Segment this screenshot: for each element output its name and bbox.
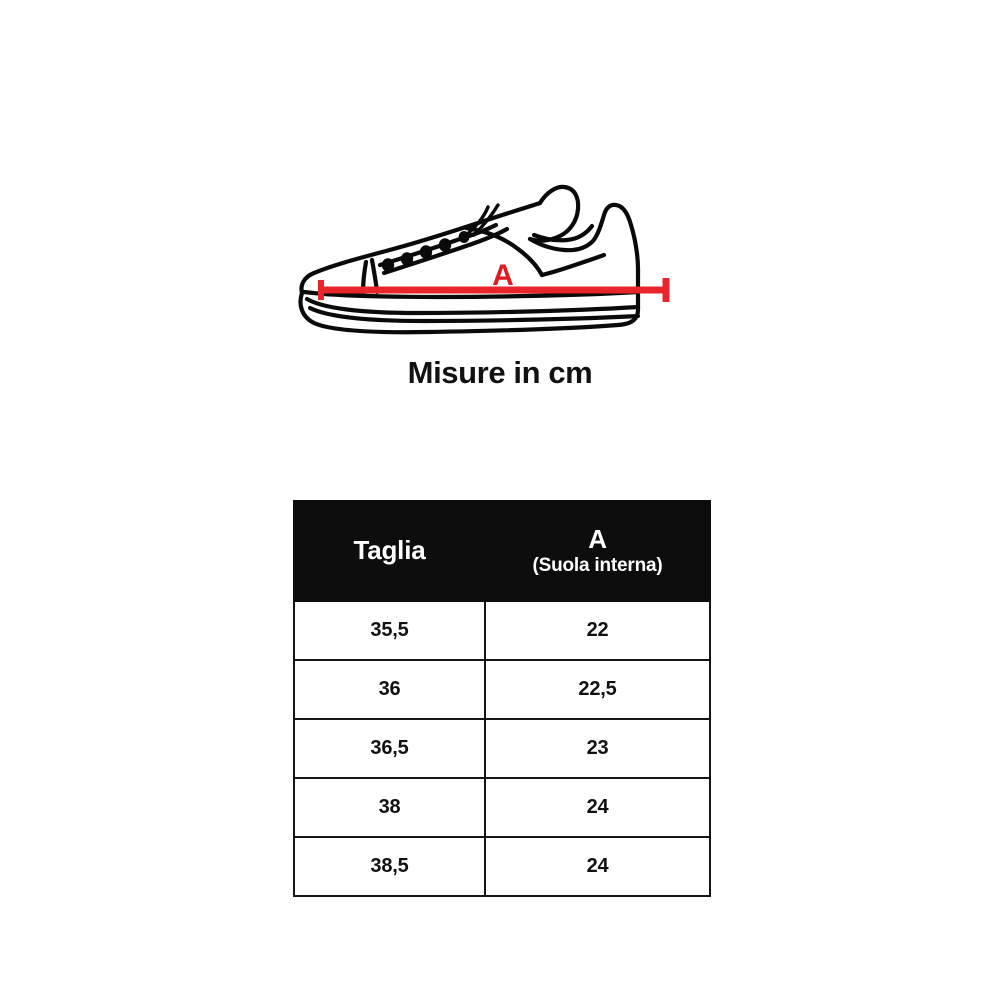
header-sublabel-suola-interna: (Suola interna) [532,555,663,577]
lace-eyelet-1 [381,258,395,272]
shoe-sole-outline [298,285,641,335]
shoe-collar-dip [527,202,641,272]
header-cell-a: A (Suola interna) [484,500,711,602]
header-label-taglia: Taglia [353,535,426,566]
header-label-a: A [588,523,607,554]
cell-a: 23 [484,718,711,779]
table-row: 35,5 22 [293,600,711,661]
cell-taglia: 36,5 [293,718,486,779]
cell-a: 22,5 [484,659,711,720]
shoe-sole-stripe-2 [307,305,641,324]
sneaker-illustration: A [298,184,670,335]
shoe-diagram: A [288,165,688,340]
cell-taglia: 35,5 [293,600,486,661]
cell-taglia: 38 [293,777,486,838]
shoe-lace-eyelets [381,231,470,272]
table-header-row: Taglia A (Suola interna) [293,500,711,602]
shoe-upper-outline [299,200,543,296]
table-row: 36,5 23 [293,718,711,779]
measure-label-a: A [492,259,514,292]
shoe-sole-stripe-1 [304,296,641,316]
table-row: 36 22,5 [293,659,711,720]
lace-eyelet-3 [419,245,433,259]
measurement-line-a [318,278,670,302]
cell-a: 24 [484,836,711,897]
shoe-quarter-lower-edge [539,252,607,278]
shoe-laces [462,203,500,239]
cell-taglia: 38,5 [293,836,486,897]
shoe-foxing-line [301,289,641,300]
size-table-container: Taglia A (Suola interna) 35,5 22 36 22,5… [293,500,711,897]
lace-eyelet-4 [438,238,452,252]
shoe-eyestay-lower [381,226,510,276]
size-table: Taglia A (Suola interna) 35,5 22 36 22,5… [293,500,711,897]
chart-caption: Misure in cm [407,355,593,390]
size-table-header: Taglia A (Suola interna) [293,500,711,602]
cell-a: 24 [484,777,711,838]
size-table-body: 35,5 22 36 22,5 36,5 23 38 24 38,5 24 [293,600,711,897]
table-row: 38 24 [293,777,711,838]
lace-strand-1 [462,205,490,239]
table-row: 38,5 24 [293,836,711,897]
cell-taglia: 36 [293,659,486,720]
shoe-tongue [527,184,581,243]
header-cell-taglia: Taglia [293,500,486,602]
shoe-collar-lining [531,223,595,243]
lace-eyelet-2 [400,252,414,266]
cell-a: 22 [484,600,711,661]
lace-strand-2 [472,203,500,237]
sneaker-outline-group [298,184,641,335]
